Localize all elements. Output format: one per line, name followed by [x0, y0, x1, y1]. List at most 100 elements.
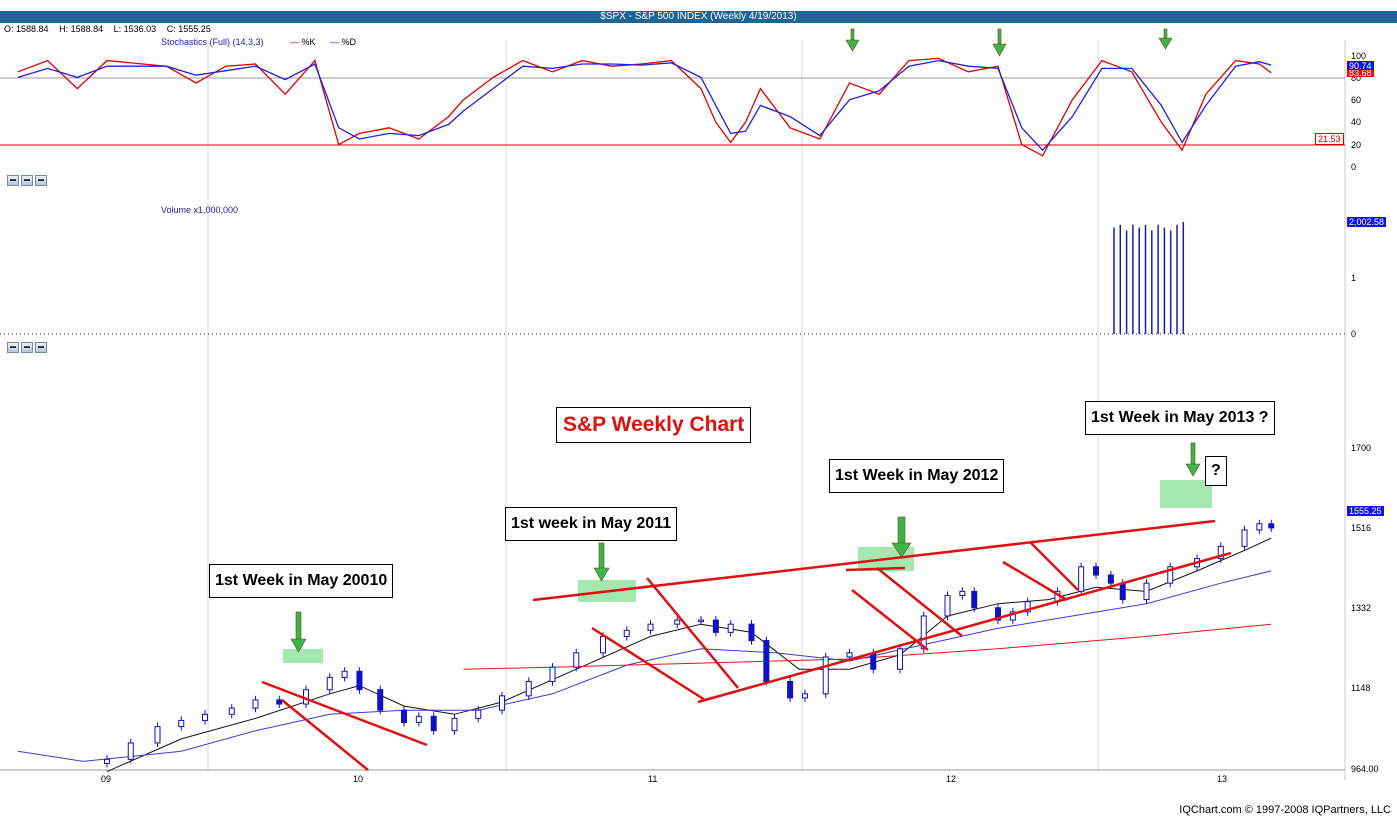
candle-body [202, 713, 209, 721]
price-tick-1516: 1516 [1351, 523, 1372, 533]
annotation-may-2011: 1st week in May 2011 [505, 507, 678, 541]
channel-2012-b [876, 567, 963, 637]
channel-2012b-b [1029, 541, 1079, 591]
candle-body [377, 689, 384, 711]
x-label-11: 11 [648, 774, 658, 784]
candle-body [801, 693, 808, 699]
price-tick-1148: 1148 [1351, 683, 1371, 693]
price-tick-1332: 1332 [1351, 603, 1372, 613]
upper-wedge-line [532, 519, 1216, 602]
highlight-2010 [283, 649, 323, 663]
k-legend-text: %K [301, 37, 316, 47]
arrow-stoch-3 [1158, 28, 1173, 50]
stochastics-label: Stochastics (Full) (14,3,3) [161, 37, 264, 47]
open-value: O: 1588.84 [4, 24, 49, 34]
candle-body [356, 670, 363, 691]
arrows [290, 28, 1201, 653]
candle-body [1167, 566, 1174, 584]
candle-body [415, 715, 422, 723]
stoch-panel-minimize-button[interactable]: ▬ [7, 175, 19, 186]
candle-body [1241, 529, 1248, 547]
ma-line-1 [17, 570, 1272, 762]
candle-body [920, 615, 927, 650]
arrow-2011 [593, 542, 610, 582]
candle-body [252, 699, 259, 709]
candle-body [1143, 582, 1150, 601]
candle-body [846, 652, 853, 658]
volume-tick-1: 1 [1351, 273, 1357, 283]
d-legend: — %D [330, 37, 357, 47]
stoch-tick-40: 40 [1351, 117, 1362, 127]
stoch-panel-maximize-button[interactable]: ▬ [35, 175, 47, 186]
candle-body [1093, 566, 1100, 576]
candle-body [896, 648, 903, 670]
ma-line-2 [463, 623, 1272, 670]
candle-body [1268, 523, 1275, 529]
price-tick-1700: 1700 [1351, 443, 1372, 453]
candle-body [944, 594, 951, 617]
close-value: C: 1555.25 [166, 24, 211, 34]
candle-body [525, 681, 532, 697]
annotation-question: ? [1205, 456, 1227, 486]
stoch-tick-20: 20 [1351, 140, 1362, 150]
stoch-k-line [17, 57, 1272, 157]
candle-body [647, 623, 654, 631]
stoch-d-line [17, 59, 1272, 152]
x-label-09: 09 [101, 774, 112, 784]
candle-body [104, 758, 110, 764]
x-label-10: 10 [353, 774, 364, 784]
channel-2011-a [591, 626, 706, 702]
candle-body [1119, 582, 1126, 601]
high-value: H: 1588.84 [59, 24, 104, 34]
stoch-tick-80: 80 [1351, 73, 1362, 83]
trendlines [261, 519, 1232, 771]
candle-body [228, 707, 235, 715]
candle-body [1256, 523, 1263, 531]
candle-body [712, 619, 719, 633]
flag-line-2012 [845, 566, 906, 572]
candle-body [326, 676, 333, 691]
volume-panel-maximize-button[interactable]: ▬ [35, 342, 47, 353]
candle-body [430, 715, 437, 732]
arrow-2013 [1185, 442, 1201, 477]
channel-2012b-a [1002, 560, 1068, 602]
grid [207, 40, 1099, 770]
annotation-may-2010: 1st Week in May 20010 [209, 564, 394, 598]
candle-body [154, 726, 161, 744]
candle-body [341, 670, 348, 678]
chart-annotation-title: S&P Weekly Chart [556, 407, 752, 443]
volume-panel-restore-button[interactable]: ▬ [21, 342, 33, 353]
arrow-2010 [290, 611, 307, 653]
candle-body [599, 635, 606, 654]
candle-body [475, 709, 482, 719]
x-label-12: 12 [946, 774, 957, 784]
candle-body [822, 656, 829, 695]
candle-body [870, 652, 877, 670]
chart-title-bar: $SPX - S&P 500 INDEX (Weekly 4/19/2013) [0, 11, 1397, 23]
candle-body [451, 717, 458, 732]
channel-2011-b [646, 577, 739, 689]
stoch-tick-0: 0 [1351, 162, 1357, 172]
volume-label: Volume x1,000,000 [161, 205, 239, 215]
candle-body [959, 590, 966, 596]
candle-body [674, 619, 681, 625]
candle-body [401, 709, 407, 723]
ohlc-readout: O: 1588.84 H: 1588.84 L: 1536.03 C: 1555… [4, 24, 219, 34]
candle-body [971, 590, 978, 609]
stoch-panel-restore-button[interactable]: ▬ [21, 175, 33, 186]
copyright-footer: IQChart.com © 1997-2008 IQPartners, LLC [1179, 804, 1391, 816]
price-last-badge: 1555.25 [1347, 506, 1384, 516]
d-legend-text: %D [341, 37, 357, 47]
candle-body [499, 695, 506, 711]
candle-body [1024, 601, 1031, 613]
arrow-stoch-1 [845, 28, 860, 52]
candle-body [573, 652, 580, 668]
annotation-may-2012: 1st Week in May 2012 [829, 459, 1005, 493]
candle-body [276, 699, 283, 705]
volume-panel-minimize-button[interactable]: ▬ [7, 342, 19, 353]
volume-tick-0: 0 [1351, 329, 1357, 339]
lower-wedge-line [697, 551, 1232, 704]
stoch-tick-100: 100 [1351, 51, 1367, 61]
k-legend: — %K [290, 37, 316, 47]
